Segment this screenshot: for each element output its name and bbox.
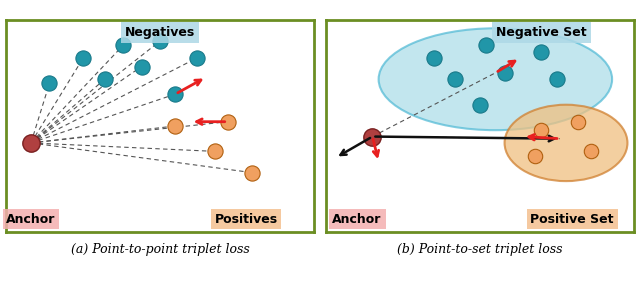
Point: [530, 153, 540, 158]
Text: Positive Set: Positive Set: [531, 213, 614, 226]
Point: [481, 43, 492, 48]
Point: [536, 128, 547, 132]
Text: Positives: Positives: [214, 213, 278, 226]
Point: [210, 149, 220, 154]
Point: [136, 64, 147, 69]
Text: Negatives: Negatives: [125, 26, 195, 39]
Text: Negative Set: Negative Set: [496, 26, 587, 39]
Point: [451, 77, 461, 82]
Text: Anchor: Anchor: [6, 213, 56, 226]
Text: (a) Point-to-point triplet loss: (a) Point-to-point triplet loss: [70, 243, 250, 256]
Point: [475, 102, 485, 107]
Point: [536, 49, 547, 54]
Point: [78, 56, 88, 60]
Point: [499, 71, 509, 75]
Point: [118, 43, 128, 48]
Point: [367, 134, 378, 139]
Point: [26, 141, 36, 145]
Text: Anchor: Anchor: [332, 213, 382, 226]
Point: [44, 81, 54, 86]
Text: (b) Point-to-set triplet loss: (b) Point-to-set triplet loss: [397, 243, 563, 256]
Point: [223, 119, 233, 124]
Point: [429, 56, 439, 60]
Point: [100, 77, 110, 82]
Point: [170, 92, 180, 96]
Ellipse shape: [504, 105, 627, 181]
Point: [586, 149, 596, 154]
Ellipse shape: [379, 28, 612, 130]
Point: [573, 119, 584, 124]
Point: [192, 56, 202, 60]
Point: [247, 170, 257, 175]
Point: [552, 77, 562, 82]
Point: [155, 39, 165, 43]
Point: [170, 124, 180, 128]
